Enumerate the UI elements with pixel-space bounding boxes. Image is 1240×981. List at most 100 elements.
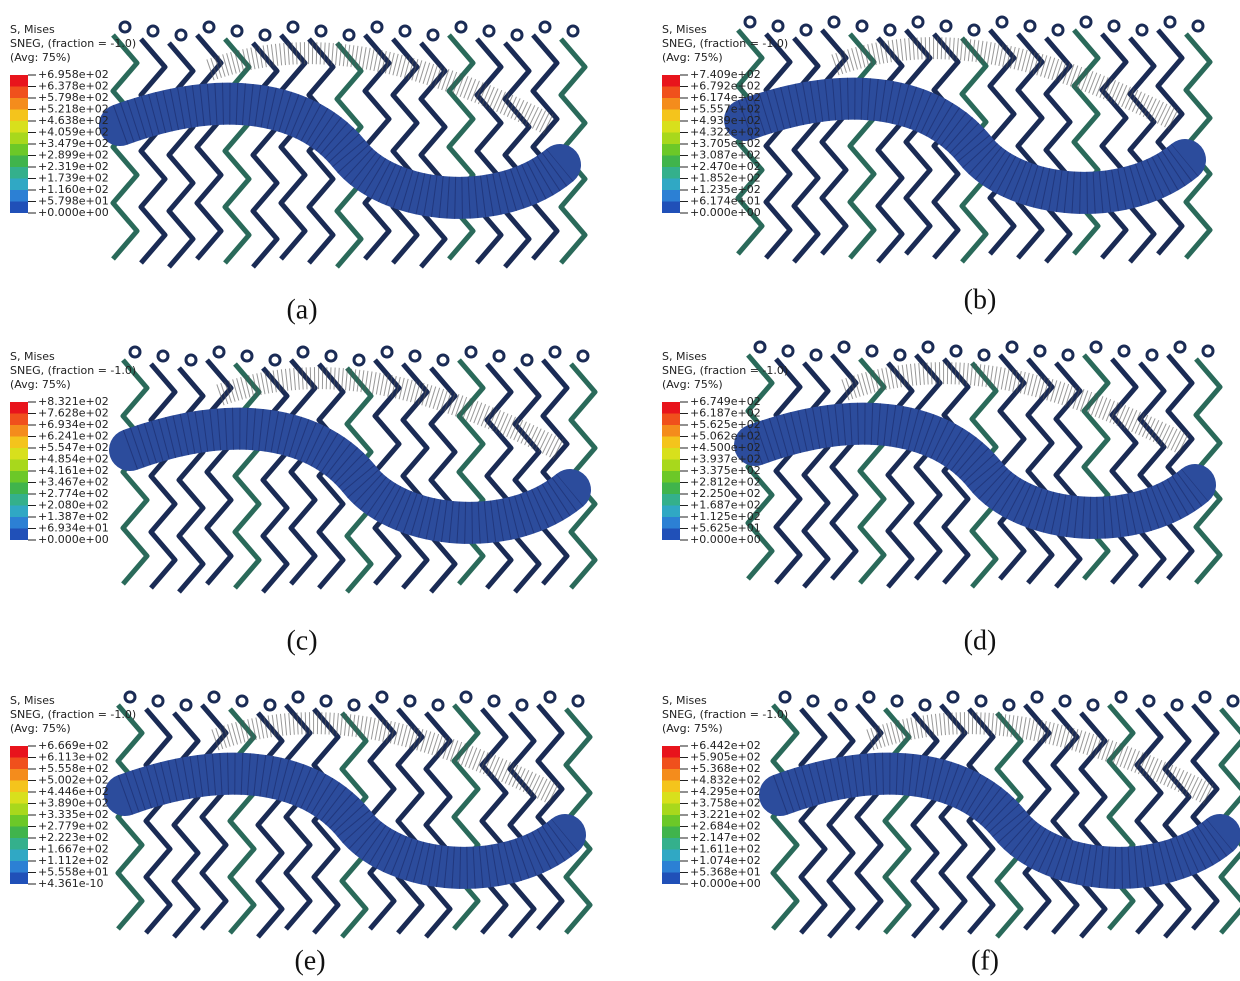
stent-render	[734, 340, 1223, 589]
legend-value: +4.361e-10	[38, 877, 103, 890]
stent-strut	[390, 37, 420, 265]
stent-eyelet	[403, 694, 417, 708]
stent-strut	[148, 362, 178, 590]
stent-eyelet	[855, 19, 869, 33]
stent-strut	[278, 33, 308, 261]
stent-eyelet	[1058, 694, 1072, 708]
graft-mesh	[747, 402, 1209, 539]
stent-strut	[176, 366, 206, 594]
stent-strut	[882, 707, 912, 935]
stent-eyelet	[778, 690, 792, 704]
caption: (d)	[964, 625, 997, 656]
legend-value: +1.667e+02	[38, 843, 109, 856]
stent-strut	[166, 41, 196, 269]
stent-eyelet	[487, 694, 501, 708]
stent-eyelet	[324, 349, 338, 363]
legend-swatch	[10, 838, 28, 850]
legend-swatch	[10, 872, 28, 884]
legend-swatch	[662, 494, 680, 506]
legend-subtitle: SNEG, (fraction = -1.0)	[10, 37, 136, 50]
legend-value: +1.387e+02	[38, 510, 109, 523]
legend-swatch	[662, 803, 680, 815]
stent-eyelet	[426, 28, 440, 42]
legend-value: +2.147e+02	[690, 831, 761, 844]
stent-eyelet	[258, 28, 272, 42]
stent-eyelet	[436, 353, 450, 367]
legend-value: +0.000e+00	[38, 206, 109, 219]
stent-strut	[283, 703, 313, 931]
caption: (c)	[286, 625, 317, 656]
legend-subtitle: SNEG, (fraction = -1.0)	[10, 708, 136, 721]
legend-value: +0.000e+00	[690, 877, 761, 890]
stent-eyelet	[911, 15, 925, 29]
legend-swatch	[662, 471, 680, 483]
legend-value: +6.113e+02	[38, 751, 109, 764]
stent-strut	[1190, 703, 1220, 931]
stent-strut	[512, 366, 542, 594]
legend-swatch	[10, 448, 28, 460]
stent-eyelet	[123, 690, 137, 704]
legend-value: +1.235e+02	[690, 183, 761, 196]
legend-swatch	[662, 109, 680, 121]
stent-eyelet	[1201, 344, 1215, 358]
stent-eyelet	[370, 20, 384, 34]
stent-eyelet	[464, 345, 478, 359]
legend-swatch	[662, 201, 680, 213]
legend-value: +0.000e+00	[690, 206, 761, 219]
stent-strut	[306, 37, 336, 265]
stent-strut	[1081, 353, 1111, 581]
legend-value: +6.958e+02	[38, 68, 109, 81]
legend-swatch	[662, 459, 680, 471]
stent-eyelet	[1030, 690, 1044, 704]
legend-swatch	[662, 132, 680, 144]
legend-swatch	[10, 803, 28, 815]
legend-value: +3.221e+02	[690, 808, 761, 821]
stent-eyelet	[118, 20, 132, 34]
stent-eyelet	[1191, 19, 1205, 33]
legend-swatch	[662, 413, 680, 425]
stent-strut	[847, 32, 877, 260]
stent-eyelet	[566, 24, 580, 38]
stent-eyelet	[974, 694, 988, 708]
stent-strut	[194, 33, 224, 261]
legend-swatch	[10, 517, 28, 529]
stent-eyelet	[781, 344, 795, 358]
legend-value: +7.409e+02	[690, 68, 761, 81]
stent-strut	[735, 28, 765, 256]
stent-eyelet	[538, 20, 552, 34]
stent-strut	[456, 358, 486, 586]
stent-eyelet	[1033, 344, 1047, 358]
caption: (e)	[294, 945, 325, 976]
stent-strut	[910, 711, 940, 939]
stent-eyelet	[921, 340, 935, 354]
legend-value: +6.749e+02	[690, 395, 761, 408]
legend-swatch	[662, 178, 680, 190]
stent-eyelet	[342, 28, 356, 42]
stent-strut	[931, 32, 961, 260]
legend-value: +2.779e+02	[38, 820, 109, 833]
stent-eyelet	[1005, 340, 1019, 354]
legend-swatch	[662, 448, 680, 460]
legend-swatch	[10, 436, 28, 448]
legend-value: +6.934e+01	[38, 522, 109, 535]
stent-strut	[966, 707, 996, 935]
legend-swatch	[662, 75, 680, 87]
stent-eyelet	[743, 15, 757, 29]
stent-eyelet	[375, 690, 389, 704]
stent-strut	[199, 703, 229, 931]
stent-eyelet	[202, 20, 216, 34]
legend-swatch	[10, 826, 28, 838]
stent-strut	[110, 33, 140, 261]
stent-eyelet	[380, 345, 394, 359]
legend-swatch	[662, 482, 680, 494]
legend-swatch	[10, 792, 28, 804]
legend-swatch	[10, 98, 28, 110]
stent-strut	[1025, 357, 1055, 585]
stent-render	[109, 345, 598, 594]
stent-strut	[1165, 353, 1195, 581]
stent-strut	[316, 362, 346, 590]
legend-value: +3.335e+02	[38, 808, 109, 821]
